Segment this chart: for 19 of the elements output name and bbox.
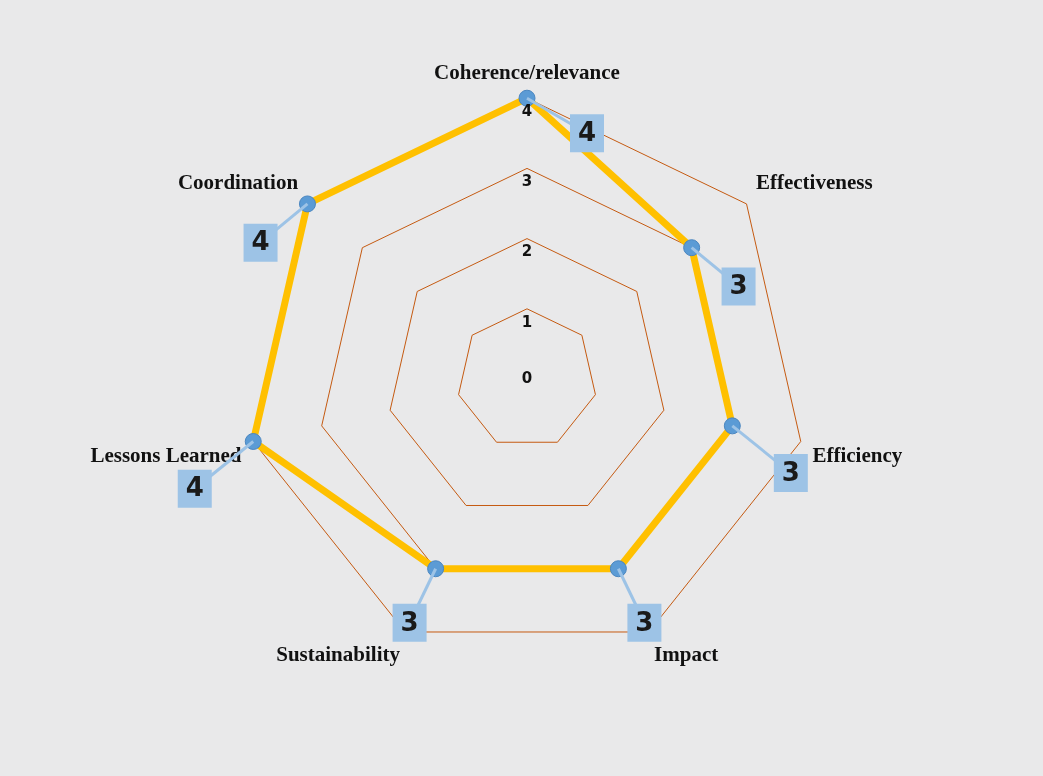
data-label: 4 [185,472,204,503]
spoke-label: Coordination [177,170,299,195]
data-label: 4 [577,116,597,147]
data-label: 3 [400,606,419,637]
y-tick-label: 1 [521,312,533,331]
y-tick-label: 0 [521,368,533,387]
y-tick-label: 4 [521,102,533,121]
y-tick-label: 3 [521,172,533,191]
spoke-label: Coherence/relevance [434,60,620,85]
spoke-label: Efficiency [812,443,903,468]
spoke-label: Sustainability [276,641,401,666]
data-label: 4 [251,226,270,257]
data-label: 3 [729,270,748,301]
spoke-label: Lessons Learned [90,443,242,468]
data-label: 3 [635,606,654,637]
y-tick-label: 2 [521,242,533,261]
spoke-label: Effectiveness [755,170,873,195]
spoke-label: Impact [654,641,719,666]
data-label: 3 [781,456,800,487]
